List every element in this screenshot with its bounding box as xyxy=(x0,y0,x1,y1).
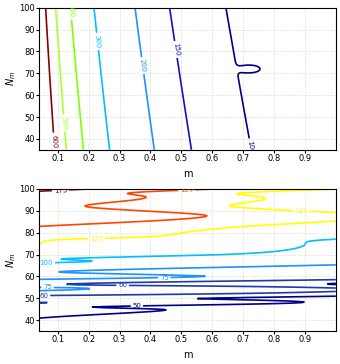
Text: 300: 300 xyxy=(94,34,101,48)
Text: 75: 75 xyxy=(160,274,169,281)
Text: 125: 125 xyxy=(90,235,103,242)
Y-axis label: $N_m$: $N_m$ xyxy=(4,252,18,268)
Text: 150: 150 xyxy=(180,187,194,193)
Text: 200: 200 xyxy=(139,59,147,73)
Text: 75: 75 xyxy=(43,284,52,290)
X-axis label: m: m xyxy=(183,350,192,360)
Text: 100: 100 xyxy=(246,140,255,154)
Text: 100: 100 xyxy=(39,260,53,266)
Text: 150: 150 xyxy=(172,43,180,56)
Text: 600: 600 xyxy=(51,134,57,148)
Text: 60: 60 xyxy=(39,293,49,298)
Y-axis label: $N_m$: $N_m$ xyxy=(4,71,18,86)
X-axis label: m: m xyxy=(183,169,192,178)
Text: 500: 500 xyxy=(61,116,68,130)
Text: 175: 175 xyxy=(54,187,68,194)
Text: 50: 50 xyxy=(133,303,141,309)
Text: 125: 125 xyxy=(294,207,308,214)
Text: 400: 400 xyxy=(67,4,74,18)
Text: 60: 60 xyxy=(118,282,127,288)
